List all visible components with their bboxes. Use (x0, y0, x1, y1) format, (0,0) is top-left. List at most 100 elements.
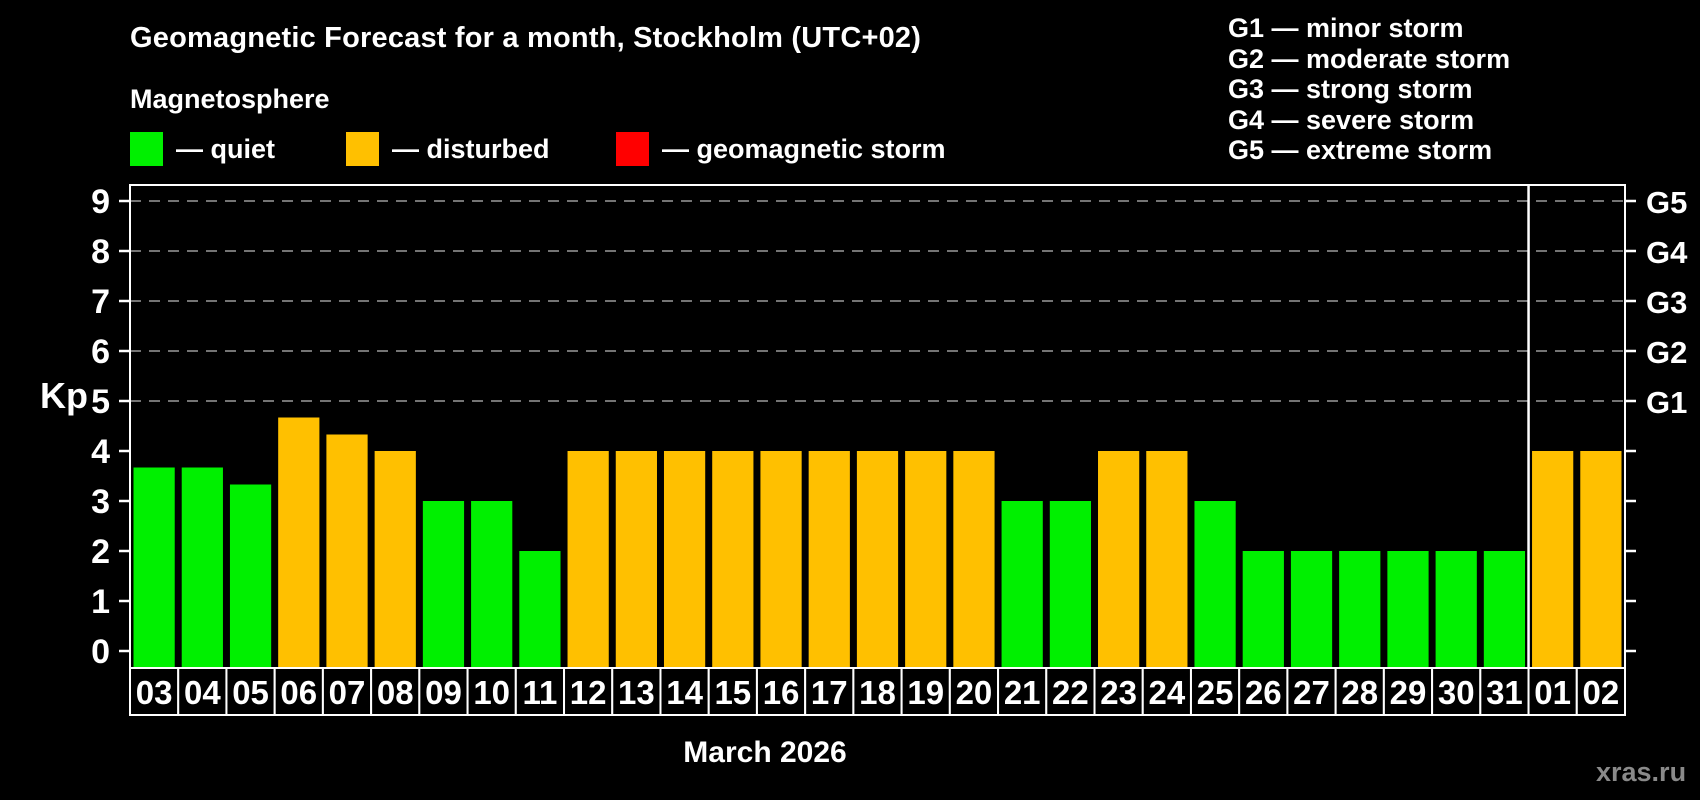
g-axis-label-G4: G4 (1646, 235, 1688, 270)
kp-bar-day-17 (808, 451, 850, 668)
day-label-14: 14 (666, 674, 703, 711)
kp-bar-day-05 (229, 484, 272, 668)
kp-bar-day-22 (1049, 501, 1092, 668)
kp-bar-day-20 (953, 451, 995, 668)
day-label-box (948, 667, 1000, 716)
kp-bar-day-12 (567, 451, 609, 668)
day-label-box (1431, 667, 1482, 716)
kp-bar-day-04 (181, 467, 223, 668)
month-label: March 2026 (683, 736, 847, 769)
day-label-30: 30 (1438, 674, 1475, 711)
day-label-box (1093, 667, 1144, 716)
day-label-25: 25 (1197, 674, 1234, 711)
magnetosphere-label: Magnetosphere (130, 84, 330, 114)
day-label-box (321, 667, 373, 716)
kp-bar-day-06 (278, 417, 320, 668)
day-label-08: 08 (377, 674, 414, 711)
y-axis-label-0: 0 (91, 633, 110, 671)
kp-bar-day-31 (1483, 551, 1526, 668)
day-label-box (1527, 667, 1578, 716)
g-legend-line: G1 — minor storm (1228, 13, 1464, 43)
day-label-box (707, 667, 758, 716)
kp-bar-day-28 (1339, 551, 1381, 668)
day-label-box (273, 667, 324, 716)
day-label-box (1334, 667, 1385, 716)
kp-bar-day-21 (1001, 501, 1043, 668)
day-label-05: 05 (232, 674, 269, 711)
kp-bar-day-01 (1532, 451, 1574, 668)
day-label-11: 11 (522, 674, 557, 711)
y-axis-label-2: 2 (91, 533, 110, 571)
day-label-18: 18 (859, 674, 896, 711)
day-label-22: 22 (1052, 674, 1089, 711)
day-label-01: 01 (1534, 674, 1571, 711)
kp-bar-day-25 (1194, 501, 1236, 668)
day-label-15: 15 (714, 674, 751, 711)
g-legend-line: G5 — extreme storm (1228, 135, 1493, 165)
g-legend-line: G3 — strong storm (1228, 74, 1473, 104)
legend-item-storm: — geomagnetic storm (616, 131, 946, 167)
day-label-06: 06 (280, 674, 317, 711)
day-label-09: 09 (425, 674, 462, 711)
day-label-27: 27 (1293, 674, 1330, 711)
disturbed-swatch (346, 132, 379, 166)
legend-item-disturbed: — disturbed (346, 131, 550, 167)
y-axis-label-3: 3 (91, 483, 110, 521)
y-axis-label-6: 6 (91, 333, 110, 371)
kp-bar-day-24 (1146, 451, 1188, 668)
day-label-box (1189, 667, 1241, 716)
page-title: Geomagnetic Forecast for a month, Stockh… (130, 22, 922, 54)
day-label-21: 21 (1004, 674, 1041, 711)
kp-bar-day-14 (663, 451, 706, 668)
day-label-box (1479, 667, 1530, 716)
day-label-28: 28 (1341, 674, 1378, 711)
kp-bar-day-08 (374, 451, 416, 668)
kp-bar-day-02 (1580, 451, 1622, 668)
kp-bar-day-19 (905, 451, 947, 668)
day-label-box (1382, 667, 1434, 716)
kp-bar-day-13 (615, 451, 657, 668)
g-axis-label-G1: G1 (1646, 385, 1687, 420)
day-label-03: 03 (136, 674, 173, 711)
day-label-19: 19 (907, 674, 944, 711)
day-label-box (1141, 667, 1192, 716)
kp-bar-day-30 (1435, 551, 1477, 668)
day-label-17: 17 (811, 674, 848, 711)
kp-axis-title: Kp (40, 375, 88, 416)
g-legend-line: G4 — severe storm (1228, 104, 1475, 135)
day-label-box (1286, 667, 1337, 716)
g-axis-label-G3: G3 (1646, 285, 1687, 320)
watermark: xras.ru (1596, 757, 1687, 787)
kp-bar-day-23 (1098, 451, 1140, 668)
day-label-24: 24 (1148, 674, 1185, 711)
day-label-12: 12 (570, 674, 607, 711)
day-label-13: 13 (618, 674, 655, 711)
storm-swatch (616, 132, 649, 166)
y-axis-label-1: 1 (91, 583, 110, 621)
y-axis-label-9: 9 (91, 183, 110, 221)
day-label-box (611, 667, 662, 716)
kp-bar-day-11 (519, 551, 561, 668)
kp-bar-day-03 (133, 467, 175, 668)
day-label-box (1575, 667, 1626, 716)
y-axis-label-4: 4 (91, 433, 110, 471)
day-label-box (804, 667, 855, 716)
day-label-box (659, 667, 710, 716)
kp-bar-day-07 (326, 434, 368, 668)
y-axis-label-8: 8 (91, 233, 110, 271)
day-label-box (514, 667, 566, 716)
kp-bar-day-27 (1290, 551, 1333, 668)
g-scale-legend: G1 — minor storm G2 — moderate storm G3 — … (1228, 13, 1510, 166)
day-label-29: 29 (1390, 674, 1427, 711)
day-label-23: 23 (1100, 674, 1137, 711)
y-axis-label-5: 5 (91, 383, 110, 421)
day-label-31: 31 (1486, 674, 1523, 711)
day-label-07: 07 (329, 674, 366, 711)
g-axis-label-G2: G2 (1646, 335, 1687, 370)
day-label-box (466, 667, 517, 716)
y-axis-label-7: 7 (91, 283, 110, 321)
kp-bar-day-15 (712, 451, 754, 668)
kp-bar-day-10 (471, 501, 513, 668)
kp-bar-day-29 (1387, 551, 1429, 668)
